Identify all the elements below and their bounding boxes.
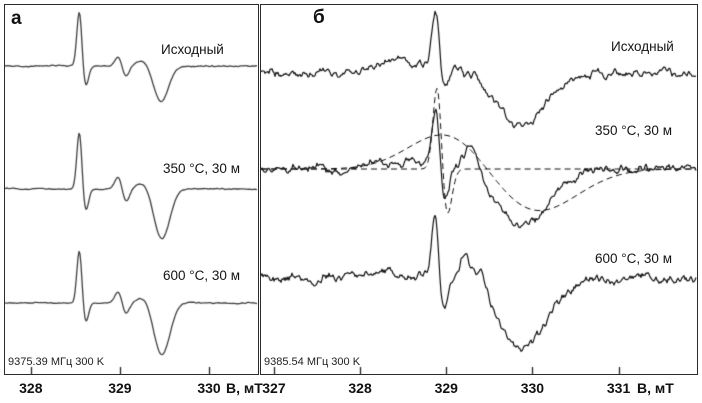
panel-letter-b: б: [313, 7, 325, 28]
series-label-600-a: 600 °C, 30 м: [163, 268, 240, 283]
series-label-350-a: 350 °C, 30 м: [163, 161, 240, 176]
series-label-600-b: 600 °C, 30 м: [595, 251, 672, 266]
x-tick-label: 328: [19, 380, 43, 396]
series-label-initial-b: Исходный: [611, 39, 674, 54]
x-axis-unit-b: В, мТ: [637, 380, 674, 396]
panel-letter-a: а: [11, 8, 22, 29]
frequency-note-b: 9385.54 МГц 300 K: [264, 356, 361, 368]
frequency-note-a: 9375.39 МГц 300 K: [8, 356, 105, 368]
panel-b: б Исходный 350 °C, 30 м 600 °C, 30 м 938…: [260, 4, 698, 396]
series-label-350-b: 350 °C, 30 м: [595, 123, 672, 138]
x-tick-label: 328: [348, 380, 372, 396]
x-axis-b: В, мТ 327 328 329 330 331: [261, 377, 697, 401]
panel-a: а Исходный 350 °C, 30 м 600 °C, 30 м 937…: [4, 4, 263, 396]
x-tick-label: 330: [520, 380, 545, 396]
x-tick-label: 330: [197, 380, 221, 396]
spectra-canvas-a: [5, 5, 258, 374]
x-tick-label: 329: [434, 380, 458, 396]
x-axis-unit-a: В, мТ: [226, 380, 263, 396]
x-axis-a: В, мТ 328 329 330: [5, 377, 263, 401]
spectra-canvas-b: [261, 5, 697, 374]
x-tick-label: 329: [108, 380, 132, 396]
x-tick-label: 331: [606, 380, 631, 396]
x-tick-label: 327: [262, 380, 286, 396]
series-label-initial-a: Исходный: [161, 42, 224, 57]
